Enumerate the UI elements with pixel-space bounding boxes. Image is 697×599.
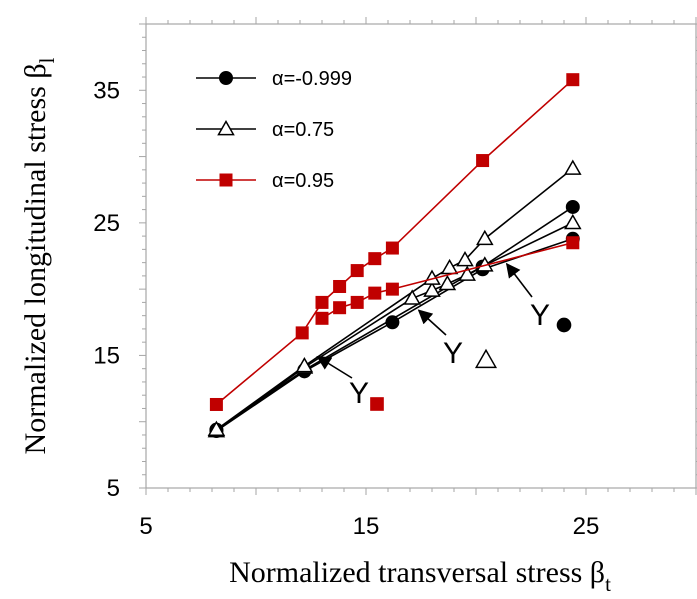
series-3-point [210, 398, 223, 411]
series-3-point [333, 301, 346, 314]
legend-marker [220, 72, 233, 85]
annotation-arrow [419, 310, 446, 335]
series-1 [210, 200, 579, 437]
annotation-marker [476, 350, 496, 367]
y-tick-label: 15 [93, 342, 120, 369]
series-2-point [442, 260, 457, 273]
series-3-point [333, 280, 346, 293]
y-axis-title: Normalized longitudinal stress βl [19, 57, 59, 454]
annotation-label: Y [443, 337, 463, 370]
series-3-point [368, 287, 381, 300]
x-tick-label: 15 [353, 513, 380, 540]
legend-entry-3: α=0.95 [196, 170, 334, 192]
series-3-point [351, 296, 364, 309]
series-3-point [316, 312, 329, 325]
series-3-point [566, 236, 579, 249]
legend: α=-0.999 α=0.75 α=0.95 [196, 68, 352, 192]
annotation-2: Y [419, 310, 496, 370]
series-3-point [368, 252, 381, 265]
series-1-line-1 [216, 239, 572, 431]
series-1-point [566, 200, 579, 213]
series-2-line-2 [216, 169, 572, 430]
series-3-point [386, 242, 399, 255]
annotation-arrow [507, 264, 532, 297]
series-3-point [296, 326, 309, 339]
annotation-1: Y [318, 357, 384, 411]
series-3-point [476, 154, 489, 167]
axes: 5 15 25 5 15 25 35 [93, 17, 697, 540]
legend-marker [219, 122, 234, 135]
legend-entry-2: α=0.75 [196, 119, 334, 141]
annotation-marker [557, 318, 571, 332]
series-2-point [405, 291, 420, 304]
y-tick-label: 25 [93, 210, 120, 237]
x-tick-label: 5 [139, 513, 152, 540]
series-2-point [565, 161, 580, 174]
annotation-3: Y [507, 264, 571, 332]
series-2 [209, 161, 580, 437]
legend-entry-1: α=-0.999 [196, 68, 352, 90]
legend-label: α=0.95 [272, 170, 334, 192]
x-axis-title: Normalized transversal stress βt [229, 556, 611, 596]
series-1-point [386, 316, 399, 329]
y-tick-label: 35 [93, 77, 120, 104]
series-2-point [477, 231, 492, 244]
legend-marker [220, 174, 233, 187]
series-layer [209, 73, 580, 437]
series-2-point [440, 276, 455, 289]
x-tick-label: 25 [573, 513, 600, 540]
legend-label: α=0.75 [272, 119, 334, 141]
annotation-label: Y [349, 377, 369, 410]
annotation-label: Y [530, 299, 550, 332]
series-3-point [566, 73, 579, 86]
series-2-point [297, 359, 312, 372]
series-2-point [565, 215, 580, 228]
annotation-arrow [318, 357, 352, 378]
y-tick-label: 5 [107, 475, 120, 502]
series-3-point [351, 264, 364, 277]
plot-area-frame [146, 24, 696, 488]
series-3-point [386, 283, 399, 296]
annotation-marker [370, 397, 384, 411]
series-3 [210, 73, 579, 411]
legend-label: α=-0.999 [272, 68, 352, 90]
series-2-point [425, 283, 440, 296]
series-3-point [316, 296, 329, 309]
